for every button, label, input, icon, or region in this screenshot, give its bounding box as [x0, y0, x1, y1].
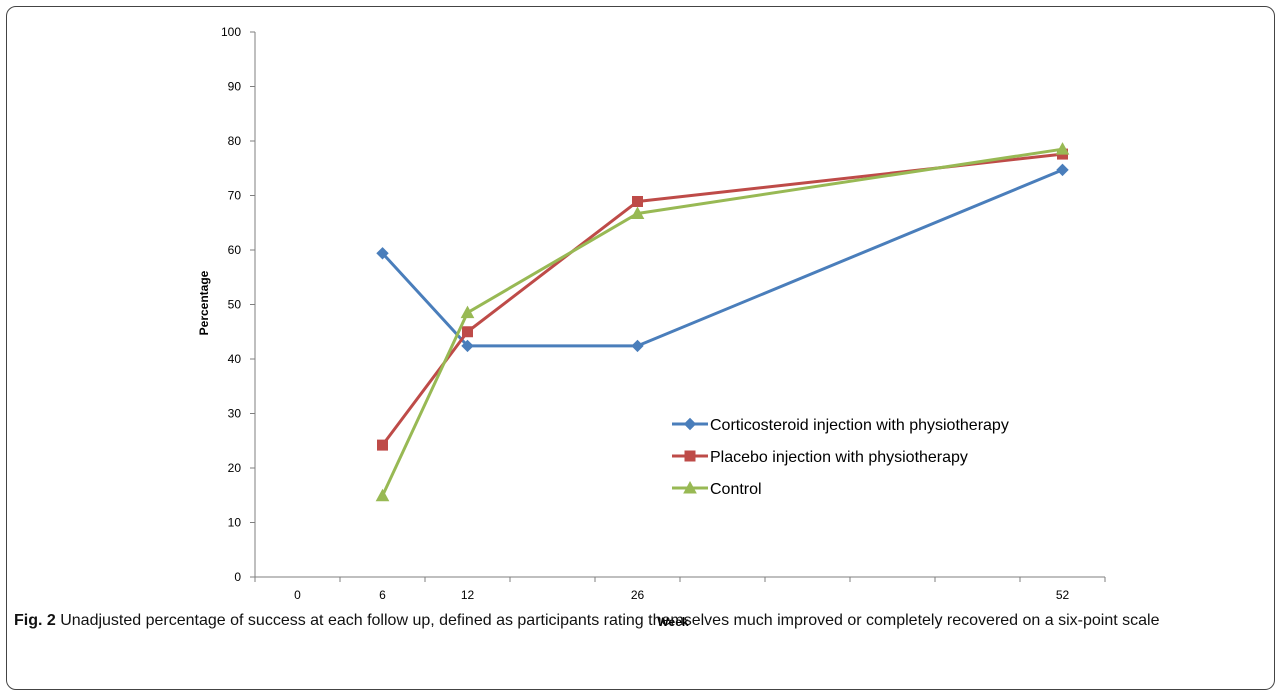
legend-swatch-marker	[683, 417, 697, 431]
legend-label: Control	[710, 481, 762, 498]
y-tick-label: 40	[228, 352, 242, 366]
figure-caption: Fig. 2 Unadjusted percentage of success …	[14, 609, 1264, 633]
legend-label: Corticosteroid injection with physiother…	[710, 417, 1009, 434]
data-point	[1055, 142, 1070, 155]
series-3	[375, 142, 1070, 502]
data-point	[1056, 163, 1069, 177]
x-tick-label: 52	[1056, 588, 1070, 602]
y-tick-label: 60	[228, 243, 242, 257]
series-line	[381, 152, 1063, 447]
data-point	[631, 339, 644, 353]
data-point	[377, 439, 388, 451]
caption-text: Unadjusted percentage of success at each…	[55, 612, 1160, 629]
data-point	[461, 339, 474, 353]
caption-label: Fig. 2	[14, 612, 56, 629]
series-1	[376, 163, 1069, 353]
y-tick-label: 20	[228, 461, 242, 475]
series-layer	[375, 142, 1070, 502]
y-tick-label: 50	[228, 298, 242, 312]
series-line	[381, 168, 1064, 348]
data-point	[632, 195, 643, 207]
data-point	[376, 247, 389, 260]
data-point	[462, 326, 473, 338]
y-tick-label: 80	[228, 134, 242, 148]
y-tick-label: 90	[228, 80, 242, 94]
series-2	[377, 148, 1068, 451]
legend-item: Placebo injection with physiotherapy	[672, 449, 968, 466]
y-axis-label: Percentage	[197, 270, 211, 335]
y-tick-label: 0	[234, 570, 241, 584]
x-tick-label: 26	[631, 588, 645, 602]
axes: 0 10 20 30 40 50 60 70 80 90 100 0 6 12 26 52	[221, 25, 1106, 602]
x-axis-label: Week	[657, 615, 688, 629]
legend-item: Corticosteroid injection with physiother…	[672, 417, 1009, 434]
legend-swatch-marker	[684, 450, 696, 462]
series-line	[381, 147, 1063, 497]
data-point	[460, 305, 475, 319]
legend-label: Placebo injection with physiotherapy	[710, 449, 968, 466]
x-tick-label: 6	[379, 588, 386, 602]
y-tick-label: 70	[228, 189, 242, 203]
y-tick-label: 10	[228, 516, 242, 530]
legend: Corticosteroid injection with physiother…	[672, 417, 1009, 498]
x-tick-label: 0	[294, 588, 301, 602]
y-tick-label: 100	[221, 25, 241, 39]
line-chart: 0 10 20 30 40 50 60 70 80 90 100 0 6 12 26 52 Corticost…	[197, 25, 1106, 629]
legend-item: Control	[672, 480, 762, 498]
legend-swatch-marker	[683, 480, 697, 494]
x-tick-label: 12	[461, 588, 475, 602]
y-tick-label: 30	[228, 407, 242, 421]
data-point	[630, 206, 645, 219]
data-point	[375, 488, 390, 502]
